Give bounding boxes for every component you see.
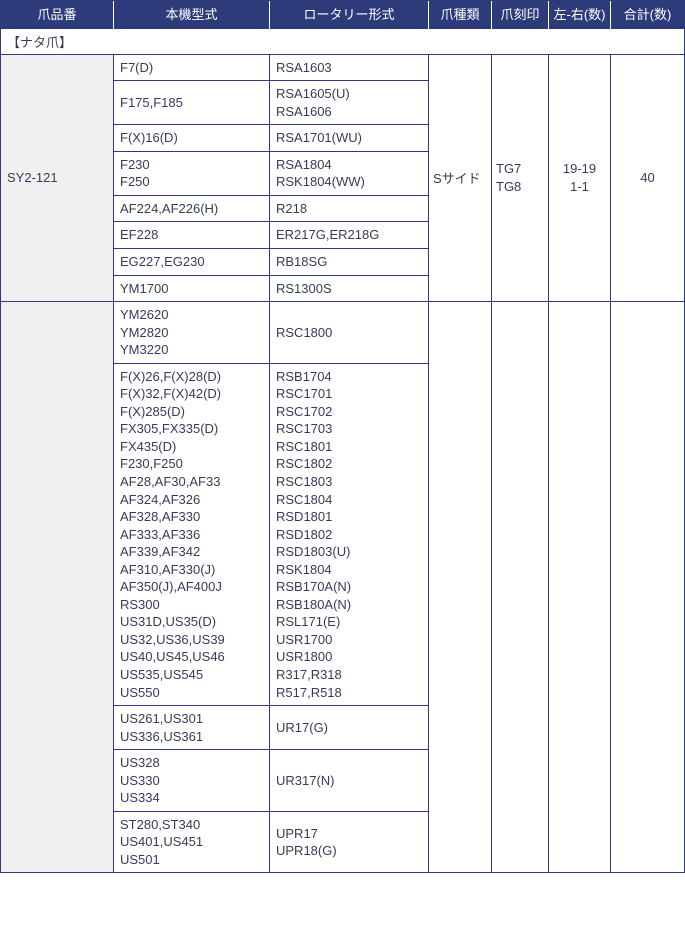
- table-group: SY2-121F7(D)RSA1603F175,F185RSA1605(U)RS…: [1, 55, 684, 302]
- table-row: F(X)26,F(X)28(D)F(X)32,F(X)42(D)F(X)285(…: [114, 364, 428, 706]
- part-number-cell: [1, 302, 114, 872]
- model-cell: F(X)26,F(X)28(D)F(X)32,F(X)42(D)F(X)285(…: [114, 364, 270, 705]
- header-mark: 爪刻印: [492, 1, 549, 29]
- table-row: F7(D)RSA1603: [114, 55, 428, 82]
- total-count-cell: 40: [611, 55, 684, 301]
- model-rotary-column: F7(D)RSA1603F175,F185RSA1605(U)RSA1606F(…: [114, 55, 429, 301]
- lr-count-cell: 19-191-1: [549, 55, 611, 301]
- model-cell: EF228: [114, 222, 270, 248]
- mark-cell: TG7TG8: [492, 55, 549, 301]
- rotary-cell: RSB1704RSC1701RSC1702RSC1703RSC1801RSC18…: [270, 364, 428, 705]
- rotary-cell: RSC1800: [270, 302, 428, 363]
- header-total: 合計(数): [611, 1, 684, 29]
- table-row: ST280,ST340US401,US451US501UPR17UPR18(G): [114, 812, 428, 873]
- rotary-cell: RSA1701(WU): [270, 125, 428, 151]
- table-row: EF228ER217G,ER218G: [114, 222, 428, 249]
- model-cell: F175,F185: [114, 81, 270, 124]
- section-title: 【ナタ爪】: [1, 29, 684, 55]
- table-header-row: 爪品番 本機型式 ロータリー形式 爪種類 爪刻印 左-右(数) 合計(数): [1, 1, 684, 29]
- rotary-cell: RS1300S: [270, 276, 428, 302]
- rotary-cell: RSA1603: [270, 55, 428, 81]
- table-row: YM2620YM2820YM3220RSC1800: [114, 302, 428, 364]
- mark-cell: [492, 302, 549, 872]
- model-rotary-column: YM2620YM2820YM3220RSC1800F(X)26,F(X)28(D…: [114, 302, 429, 872]
- model-cell: US261,US301US336,US361: [114, 706, 270, 749]
- model-cell: F230F250: [114, 152, 270, 195]
- total-count-cell: [611, 302, 684, 872]
- rotary-cell: ER217G,ER218G: [270, 222, 428, 248]
- table-row: EG227,EG230RB18SG: [114, 249, 428, 276]
- model-cell: F(X)16(D): [114, 125, 270, 151]
- rotary-cell: R218: [270, 196, 428, 222]
- header-lr: 左-右(数): [549, 1, 611, 29]
- part-number-cell: SY2-121: [1, 55, 114, 301]
- table-row: YM1700RS1300S: [114, 276, 428, 302]
- rotary-cell: UR17(G): [270, 706, 428, 749]
- model-cell: YM2620YM2820YM3220: [114, 302, 270, 363]
- header-type: 爪種類: [429, 1, 492, 29]
- rotary-cell: UPR17UPR18(G): [270, 812, 428, 873]
- table-row: F(X)16(D)RSA1701(WU): [114, 125, 428, 152]
- table-row: AF224,AF226(H)R218: [114, 196, 428, 223]
- table-row: F175,F185RSA1605(U)RSA1606: [114, 81, 428, 125]
- model-cell: YM1700: [114, 276, 270, 302]
- model-cell: F7(D): [114, 55, 270, 81]
- table-group: YM2620YM2820YM3220RSC1800F(X)26,F(X)28(D…: [1, 302, 684, 872]
- model-cell: ST280,ST340US401,US451US501: [114, 812, 270, 873]
- model-cell: AF224,AF226(H): [114, 196, 270, 222]
- header-model: 本機型式: [114, 1, 270, 29]
- type-cell: [429, 302, 492, 872]
- lr-count-cell: [549, 302, 611, 872]
- table-row: F230F250RSA1804RSK1804(WW): [114, 152, 428, 196]
- model-cell: US328US330US334: [114, 750, 270, 811]
- header-part: 爪品番: [1, 1, 114, 29]
- table-row: US261,US301US336,US361UR17(G): [114, 706, 428, 750]
- rotary-cell: UR317(N): [270, 750, 428, 811]
- rotary-cell: RSA1605(U)RSA1606: [270, 81, 428, 124]
- type-cell: Sサイド: [429, 55, 492, 301]
- table-row: US328US330US334UR317(N): [114, 750, 428, 812]
- header-rotary: ロータリー形式: [270, 1, 429, 29]
- rotary-cell: RSA1804RSK1804(WW): [270, 152, 428, 195]
- parts-table: 爪品番 本機型式 ロータリー形式 爪種類 爪刻印 左-右(数) 合計(数) 【ナ…: [0, 0, 685, 873]
- rotary-cell: RB18SG: [270, 249, 428, 275]
- model-cell: EG227,EG230: [114, 249, 270, 275]
